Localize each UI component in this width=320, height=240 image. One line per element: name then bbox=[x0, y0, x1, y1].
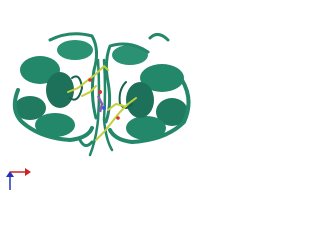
helix bbox=[126, 82, 154, 118]
helix bbox=[126, 116, 166, 140]
ligand-bond bbox=[95, 97, 137, 141]
helix bbox=[156, 98, 188, 126]
y-arrowhead bbox=[6, 171, 14, 177]
structure-view bbox=[6, 32, 191, 190]
loop bbox=[69, 75, 84, 101]
atom bbox=[102, 106, 106, 110]
strand bbox=[48, 32, 99, 120]
left-domain bbox=[12, 32, 99, 147]
x-arrowhead bbox=[25, 168, 31, 176]
helix bbox=[46, 72, 74, 108]
atom bbox=[88, 78, 92, 82]
loop bbox=[78, 138, 94, 147]
right-domain bbox=[104, 33, 191, 144]
ligand-bond bbox=[67, 64, 109, 93]
page bbox=[6, 32, 191, 190]
helix bbox=[35, 113, 75, 137]
strand bbox=[108, 78, 191, 144]
atom bbox=[116, 116, 120, 120]
helix bbox=[57, 40, 93, 60]
atom bbox=[98, 90, 102, 94]
ligand bbox=[67, 64, 137, 141]
ligand-bond bbox=[81, 85, 97, 97]
axis-indicator bbox=[6, 168, 31, 190]
helix bbox=[14, 96, 46, 120]
strand bbox=[104, 42, 150, 124]
strand bbox=[12, 88, 94, 142]
helix bbox=[20, 56, 60, 84]
strand bbox=[102, 58, 114, 152]
ligand-bond bbox=[96, 95, 104, 113]
loop bbox=[148, 33, 170, 42]
ligand-bond bbox=[107, 102, 125, 111]
strand bbox=[88, 58, 101, 157]
helix bbox=[140, 64, 184, 92]
helix bbox=[112, 45, 148, 65]
